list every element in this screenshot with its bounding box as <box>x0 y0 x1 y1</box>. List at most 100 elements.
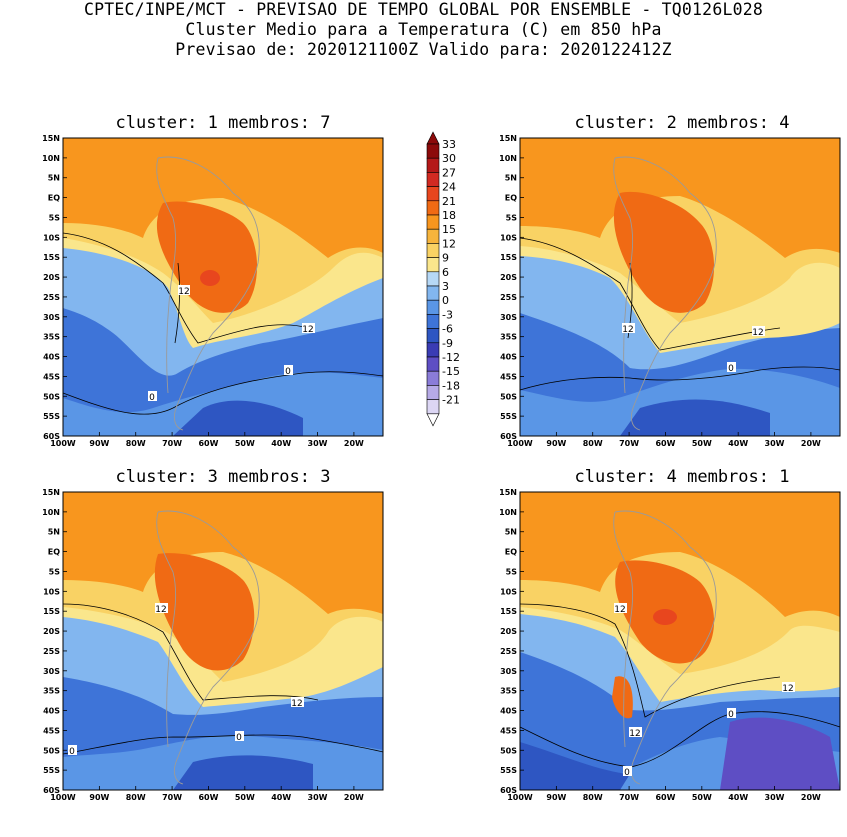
lat-tick-label: 5S <box>506 567 518 576</box>
lat-tick-label: 25S <box>500 647 517 656</box>
lat-tick-label: EQ <box>48 548 60 557</box>
lon-tick-label: 80W <box>126 439 146 448</box>
lon-tick-label: 80W <box>126 793 146 802</box>
lat-tick-label: 55S <box>43 412 60 421</box>
colorbar-label: 3 <box>442 280 449 293</box>
lat-tick-label: 30S <box>43 667 60 676</box>
lat-axis: 15N 10N 5N EQ 5S 10S 15S 20S 25S 30S 35S 40S 45S 50S 5… <box>499 488 524 795</box>
colorbar-label: -6 <box>442 323 453 336</box>
contour-labels: 12 12 0 0 <box>68 603 304 757</box>
lat-tick-label: 15N <box>42 488 60 497</box>
lon-tick-label: 70W <box>619 439 639 448</box>
contour-labels: 12 12 0 <box>622 323 765 374</box>
lat-tick-label: 15N <box>42 134 60 143</box>
lon-tick-label: 100W <box>50 439 76 448</box>
lat-tick-label: 25S <box>43 647 60 656</box>
lat-tick-label: 60S <box>43 786 60 795</box>
lat-tick-label: 25S <box>43 293 60 302</box>
colorbar-swatch <box>426 157 440 173</box>
colorbar-label: 12 <box>442 237 456 250</box>
contour-label: 0 <box>149 393 155 403</box>
colorbar-swatch <box>426 314 440 329</box>
lon-tick-label: 50W <box>235 439 255 448</box>
colorbar-swatch <box>426 399 440 415</box>
lat-tick-label: 40S <box>43 707 60 716</box>
header-subtitle: Cluster Medio para a Temperatura (C) em … <box>185 20 662 39</box>
colorbar-swatch <box>426 243 440 258</box>
lat-tick-label: 10N <box>42 508 60 517</box>
contour-label: 0 <box>728 710 734 720</box>
colorbar-label: 30 <box>442 152 456 165</box>
contour-label: 12 <box>178 287 189 297</box>
lat-tick-label: 20S <box>43 273 60 282</box>
lon-tick-label: 80W <box>583 793 603 802</box>
colorbar-swatch <box>426 356 440 372</box>
colorbar-label: 0 <box>442 294 449 307</box>
lat-tick-label: 10N <box>499 508 517 517</box>
colorbar-label: 27 <box>442 166 456 179</box>
colorbar-swatch <box>426 342 440 358</box>
lat-tick-label: 5N <box>48 174 60 183</box>
lon-axis: 100W 90W 80W 70W 60W 50W 40W 30W 20W <box>50 432 364 448</box>
lon-tick-label: 40W <box>271 439 291 448</box>
lat-tick-label: 45S <box>43 372 60 381</box>
colorbar-swatch <box>426 143 440 159</box>
lon-tick-label: 50W <box>692 439 712 448</box>
colorbar-swatch <box>426 172 440 187</box>
colorbar-label: -9 <box>442 337 453 350</box>
colorbar-label: 33 <box>442 138 456 151</box>
lat-tick-label: 60S <box>500 432 517 441</box>
contour-label: 12 <box>622 325 633 335</box>
lat-tick-label: 20S <box>500 627 517 636</box>
contour-label: 0 <box>69 747 75 757</box>
colorbar-swatch <box>426 385 440 400</box>
lat-tick-label: 15S <box>500 607 517 616</box>
lon-tick-label: 60W <box>198 793 218 802</box>
lat-tick-label: 35S <box>43 333 60 342</box>
contour-label: 12 <box>752 328 763 338</box>
lat-tick-label: 35S <box>500 333 517 342</box>
colorbar-swatch <box>426 285 440 301</box>
lat-tick-label: 15N <box>499 488 517 497</box>
lat-tick-label: 15S <box>43 253 60 262</box>
lon-tick-label: 100W <box>50 793 76 802</box>
lat-tick-label: 5N <box>505 528 517 537</box>
lat-tick-label: 25S <box>500 293 517 302</box>
contour-label: 0 <box>728 364 734 374</box>
lat-axis: 15N 10N 5N EQ 5S 10S 15S 20S 25S 30S 35S 40S 45S 50S 5… <box>42 134 67 441</box>
colorbar-label: 24 <box>442 181 456 194</box>
lon-tick-label: 40W <box>728 793 748 802</box>
lon-tick-label: 40W <box>271 793 291 802</box>
colorbar-label: 15 <box>442 223 456 236</box>
lon-tick-label: 20W <box>344 439 364 448</box>
lon-tick-label: 100W <box>507 793 533 802</box>
temperature-map: 12 12 0 0 15N 10N 5N EQ 5S 10S 15S 20S 25S 30S 35S… <box>42 134 384 448</box>
lon-tick-label: 50W <box>692 793 712 802</box>
contour-labels: 12 12 0 0 <box>148 285 315 403</box>
colorbar-swatch <box>426 257 440 273</box>
lat-tick-label: 50S <box>500 746 517 755</box>
lon-axis: 100W 90W 80W 70W 60W 50W 40W 30W 20W <box>507 786 821 802</box>
lat-tick-label: 10S <box>43 587 60 596</box>
lat-tick-label: 30S <box>43 313 60 322</box>
lat-tick-label: 35S <box>43 687 60 696</box>
panel-title: cluster: 1 membros: 7 <box>115 113 331 133</box>
lon-tick-label: 30W <box>765 793 785 802</box>
lon-axis: 100W 90W 80W 70W 60W 50W 40W 30W 20W <box>50 786 364 802</box>
contour-label: 12 <box>629 729 640 739</box>
lon-tick-label: 30W <box>308 793 328 802</box>
lon-tick-label: 60W <box>655 439 675 448</box>
colorbar-label: -21 <box>442 394 460 407</box>
colorbar-swatch <box>426 214 440 230</box>
contour-labels: 12 12 12 0 0 <box>614 603 795 778</box>
lat-tick-label: 10S <box>500 587 517 596</box>
panel-title: cluster: 3 membros: 3 <box>115 467 331 487</box>
lon-tick-label: 70W <box>162 793 182 802</box>
lat-tick-label: 5N <box>505 174 517 183</box>
colorbar-label: -15 <box>442 365 460 378</box>
lat-tick-label: 5S <box>49 213 61 222</box>
lat-tick-label: 45S <box>43 726 60 735</box>
lat-tick-label: 30S <box>500 667 517 676</box>
colorbar-swatch <box>426 186 440 202</box>
